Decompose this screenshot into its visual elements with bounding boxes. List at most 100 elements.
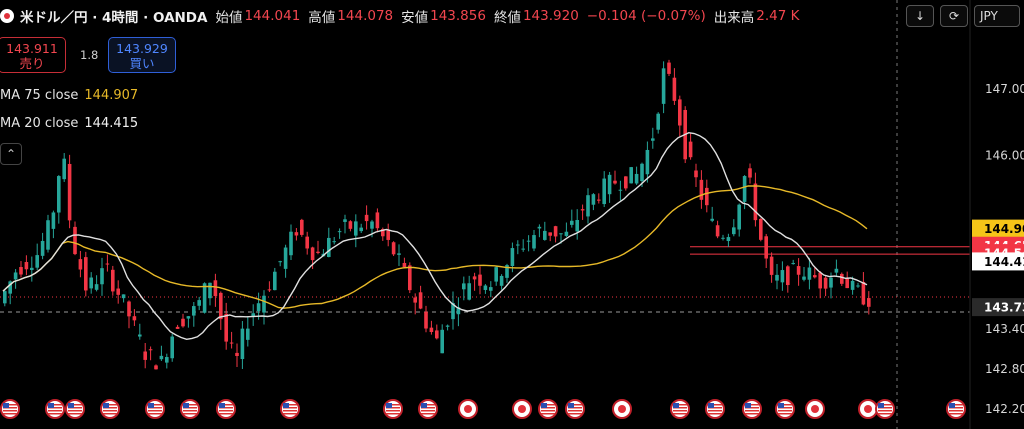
low-value: 143.856 xyxy=(430,8,486,24)
indicator-ma20[interactable]: MA 20 close 144.415 xyxy=(0,116,138,131)
candle-body xyxy=(467,283,471,300)
candle-body xyxy=(267,289,272,291)
candle-body xyxy=(742,176,747,202)
us-flag-icon xyxy=(946,399,966,419)
candle-body xyxy=(462,283,466,290)
candle-body xyxy=(537,226,542,229)
candle-body xyxy=(451,303,455,320)
buy-button[interactable]: 143.929 買い xyxy=(108,37,176,73)
symbol-title[interactable]: 米ドル／円 · 4時間 · OANDA xyxy=(20,10,208,26)
candle-body xyxy=(251,313,255,317)
candle-body xyxy=(753,183,758,221)
us-flag-icon xyxy=(180,399,200,419)
candle-body xyxy=(672,77,677,101)
open-label: 始値 xyxy=(215,10,243,26)
candle-body xyxy=(694,170,698,178)
candle-body xyxy=(548,232,552,236)
candle-body xyxy=(580,209,585,211)
candle-body xyxy=(262,295,266,313)
candle-body xyxy=(575,220,579,232)
candle-body xyxy=(818,272,822,289)
candle-body xyxy=(94,284,99,290)
candle-body xyxy=(402,262,407,268)
us-flag-canton xyxy=(183,403,189,408)
candle-body xyxy=(364,214,369,222)
candle-body xyxy=(721,237,725,239)
candle-body xyxy=(834,268,839,273)
us-flag-canton xyxy=(878,403,884,408)
candle-body xyxy=(89,277,93,289)
candle-body xyxy=(294,232,299,236)
us-flag-stripe xyxy=(708,410,722,412)
us-flag-stripe xyxy=(183,413,197,415)
us-flag-icon xyxy=(45,399,65,419)
us-flag-stripe xyxy=(283,404,297,406)
refresh-button[interactable]: ⟳ xyxy=(940,5,968,27)
us-flag-stripe xyxy=(949,410,963,412)
candle-body xyxy=(229,342,234,344)
candle-body xyxy=(656,113,660,130)
sell-button[interactable]: 143.911 売り xyxy=(0,37,66,73)
us-flag-stripe xyxy=(878,410,892,412)
volume-label: 出来高 xyxy=(713,10,755,26)
us-flag-stripe xyxy=(103,413,117,415)
us-flag-icon xyxy=(383,399,403,419)
us-flag-stripe xyxy=(541,404,555,406)
candle-body xyxy=(607,174,612,195)
candle-body xyxy=(278,261,282,263)
us-flag-canton xyxy=(103,403,109,408)
ma75-label: MA 75 close xyxy=(0,88,79,103)
currency-button[interactable]: JPY xyxy=(974,5,1020,27)
indicator-ma75[interactable]: MA 75 close 144.907 xyxy=(0,88,138,103)
candle-body xyxy=(764,236,768,259)
candle-body xyxy=(148,349,153,351)
price-label-text: 143.73 xyxy=(984,301,1024,315)
candle-body xyxy=(310,247,315,261)
ma75-line xyxy=(2,185,868,309)
us-flag-stripe xyxy=(3,404,17,406)
candle-body xyxy=(553,226,558,237)
candle-body xyxy=(867,298,871,307)
us-flag-canton xyxy=(219,403,225,408)
candle-body xyxy=(840,273,844,284)
us-flag-stripe xyxy=(778,407,792,409)
price-label-box xyxy=(972,252,1024,271)
candle-body xyxy=(759,218,763,240)
candle-body xyxy=(143,351,147,360)
us-flag-stripe xyxy=(183,410,197,412)
candle-body xyxy=(597,199,601,201)
sell-label: 売り xyxy=(19,56,45,71)
candle-body xyxy=(327,237,331,257)
candle-body xyxy=(111,269,115,292)
candle-body xyxy=(132,316,137,321)
candle-body xyxy=(688,141,693,158)
us-flag-stripe xyxy=(68,404,82,406)
candle-body xyxy=(332,241,336,243)
ma20-label: MA 20 close xyxy=(0,116,79,131)
candle-body xyxy=(386,229,390,240)
us-flag-stripe xyxy=(386,407,400,409)
candle-body xyxy=(705,187,709,206)
us-flag-canton xyxy=(708,403,714,408)
candle-body xyxy=(526,240,531,242)
arrow-down-button[interactable]: ↓ xyxy=(906,5,934,27)
candle-body xyxy=(472,276,477,280)
us-flag-canton xyxy=(283,403,289,408)
candle-body xyxy=(418,292,423,309)
us-flag-stripe xyxy=(219,404,233,406)
us-flag-stripe xyxy=(103,410,117,412)
us-flag-canton xyxy=(568,403,574,408)
ma20-value: 144.415 xyxy=(84,116,139,131)
candle-body xyxy=(154,365,158,370)
collapse-indicators-button[interactable]: ⌃ xyxy=(0,143,22,165)
high-label: 高値 xyxy=(308,10,336,26)
candle-body xyxy=(850,280,855,290)
candle-body xyxy=(429,327,434,333)
us-flag-stripe xyxy=(568,413,582,415)
candle-body xyxy=(24,262,29,270)
candle-body xyxy=(375,212,380,229)
us-flag-stripe xyxy=(778,410,792,412)
candle-body xyxy=(651,138,655,141)
us-flag-stripe xyxy=(568,404,582,406)
